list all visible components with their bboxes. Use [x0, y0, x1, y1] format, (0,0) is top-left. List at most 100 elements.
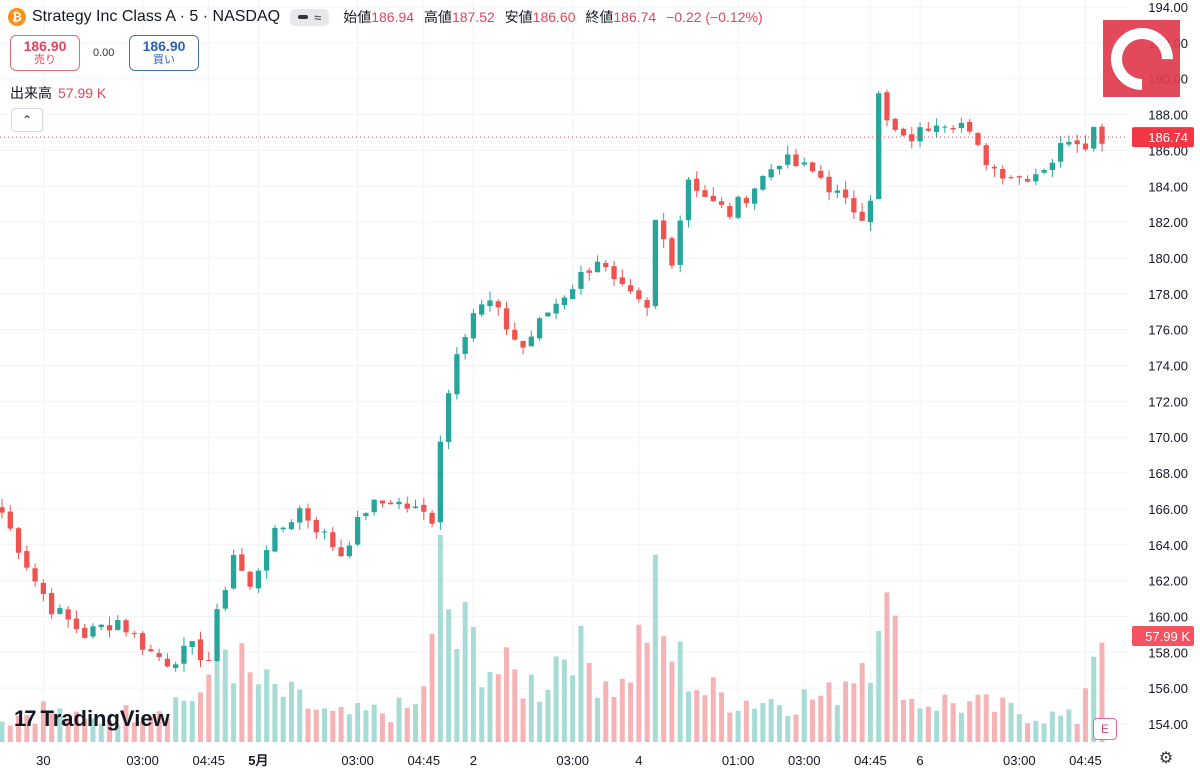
volume-bar — [1016, 714, 1022, 742]
buy-price: 186.90 — [142, 38, 186, 54]
candle-body — [445, 393, 452, 442]
candle-body — [164, 658, 171, 667]
x-axis: 30 03:00 04:45 5月 03:00 04:45 2 03:00 4 01:00 03:0… — [36, 753, 1102, 768]
volume-bar — [355, 703, 361, 742]
candle-body — [98, 624, 104, 628]
candle-body — [189, 641, 195, 648]
candle-body — [1016, 176, 1022, 178]
volume-bar — [7, 725, 13, 742]
candle-body — [1074, 140, 1080, 145]
site-logo — [1097, 14, 1186, 103]
volume-bar — [305, 708, 311, 742]
volume-bar — [983, 694, 989, 742]
candle-body — [909, 134, 915, 142]
volume-bar — [801, 689, 807, 742]
candle-body — [884, 92, 890, 121]
candle-body — [536, 318, 543, 339]
candle-body — [900, 128, 907, 136]
candle-body — [222, 590, 228, 609]
candle-body — [594, 261, 601, 273]
candle-body — [967, 121, 973, 132]
volume-bar — [694, 690, 700, 742]
candle-body — [661, 220, 667, 240]
chevron-up-icon[interactable]: ⌃ — [11, 108, 43, 132]
volume-bar — [363, 710, 369, 742]
volume-legend: 出来高 57.99 K — [10, 83, 106, 103]
candle-body — [330, 532, 336, 548]
candle-body — [148, 649, 154, 652]
chart-type-toggle[interactable]: ≈ — [290, 8, 330, 26]
candle-body — [32, 568, 38, 582]
candle-body — [462, 336, 468, 354]
candle-body — [487, 300, 493, 307]
volume-bar — [1000, 697, 1006, 742]
volume-bar — [603, 681, 609, 742]
candle-body — [685, 179, 692, 221]
earnings-icon[interactable]: E — [1093, 718, 1117, 740]
buy-button[interactable]: 186.90 買い — [129, 35, 199, 71]
candle-body — [859, 211, 865, 221]
volume-bar — [322, 708, 328, 742]
volume-bar — [1058, 715, 1064, 742]
last-price-label: 186.74 — [1132, 127, 1194, 148]
volume-bar — [379, 713, 385, 742]
volume-bar — [942, 694, 948, 742]
volume-bar — [553, 656, 559, 742]
volume-bar — [909, 698, 915, 742]
candle-body — [603, 262, 609, 268]
candle-body — [1041, 169, 1047, 173]
candle-body — [958, 122, 965, 129]
x-tick-label: 04:45 — [408, 753, 441, 768]
volume-bar — [760, 703, 766, 742]
volume-bar — [884, 592, 890, 742]
y-tick-label: 180.00 — [1148, 251, 1188, 266]
candle-body — [1066, 141, 1072, 145]
volume-bar — [901, 699, 906, 742]
volume-bar — [1025, 723, 1031, 742]
volume-bar — [851, 683, 857, 742]
volume-bar — [454, 648, 460, 742]
x-tick-label: 4 — [635, 753, 642, 768]
volume-bar — [313, 709, 319, 742]
candle-body — [933, 125, 940, 132]
volume-bar — [1074, 723, 1080, 742]
chart-legend-header: ₿ Strategy Inc Class A · 5 · NASDAQ ≈ 始値… — [8, 6, 763, 28]
volume-bar — [239, 643, 245, 742]
symbol-title[interactable]: Strategy Inc Class A · 5 · NASDAQ — [32, 8, 281, 25]
volume-bar — [628, 682, 634, 742]
candle-body — [801, 162, 807, 165]
candle-body — [115, 620, 121, 631]
tradingview-text: TradingView — [40, 706, 170, 731]
volume-bar — [164, 718, 170, 742]
gear-icon[interactable]: ⚙ — [1158, 750, 1174, 767]
volume-bar — [32, 723, 38, 742]
candle-body — [611, 266, 617, 280]
volume-bar — [140, 721, 146, 742]
y-tick-label: 166.00 — [1148, 502, 1188, 517]
candle-body — [677, 220, 683, 265]
candle-body — [131, 633, 137, 635]
candle-body — [388, 502, 394, 505]
x-tick-label: 04:45 — [854, 753, 887, 768]
volume-bar — [652, 554, 658, 742]
volume-bar — [65, 720, 71, 742]
candle-body — [15, 528, 22, 553]
volume-bar — [1008, 702, 1014, 742]
candle-body — [429, 512, 435, 524]
volume-bar — [752, 708, 758, 742]
low-value: 186.60 — [532, 9, 576, 25]
volume-bar — [470, 626, 476, 742]
candle-body — [437, 441, 443, 523]
x-tick-label: 6 — [916, 753, 923, 768]
y-tick-label: 176.00 — [1148, 323, 1188, 338]
candle-body — [396, 501, 402, 505]
candle-body — [7, 511, 13, 529]
candle-body — [412, 506, 419, 508]
volume-bar — [992, 711, 997, 742]
volume-bar — [413, 704, 419, 742]
volume-bar — [479, 687, 485, 742]
candle-body — [578, 271, 584, 289]
y-tick-label: 160.00 — [1148, 609, 1188, 624]
sell-button[interactable]: 186.90 売り — [10, 35, 80, 71]
